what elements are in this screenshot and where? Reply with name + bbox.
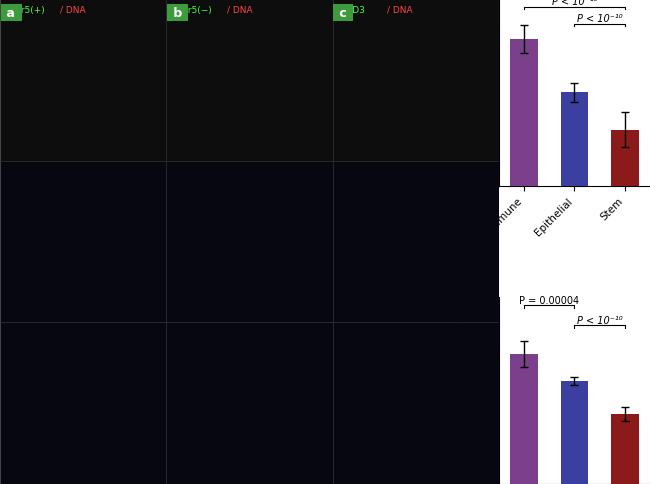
Bar <box>166 0 333 161</box>
Text: Lgr5(+): Lgr5(+) <box>10 6 45 15</box>
Text: e: e <box>436 279 452 292</box>
Bar <box>0 323 166 484</box>
Text: b: b <box>168 7 187 20</box>
Bar <box>611 414 639 484</box>
Text: / DNA: / DNA <box>60 6 86 15</box>
Bar <box>166 161 333 323</box>
Text: / DNA: / DNA <box>227 6 253 15</box>
Text: P < 10⁻¹⁰: P < 10⁻¹⁰ <box>577 15 623 24</box>
Y-axis label: Nanodomain Size (nm): Nanodomain Size (nm) <box>456 30 467 157</box>
Bar <box>510 354 538 484</box>
Text: Lgr5(−): Lgr5(−) <box>177 6 212 15</box>
Text: / DNA: / DNA <box>387 6 412 15</box>
Bar <box>0 0 166 161</box>
Bar <box>333 323 499 484</box>
Text: CD3: CD3 <box>346 6 365 15</box>
Text: P < 10⁻¹⁰: P < 10⁻¹⁰ <box>577 315 623 325</box>
Bar <box>560 381 588 484</box>
Bar <box>333 0 499 161</box>
Text: P = 0.00004: P = 0.00004 <box>519 295 579 305</box>
Bar <box>560 93 588 186</box>
Text: a: a <box>3 7 20 20</box>
Bar <box>0 161 166 323</box>
Bar <box>166 323 333 484</box>
Bar <box>611 130 639 186</box>
Y-axis label: Localization per Nanodomain: Localization per Nanodomain <box>456 310 467 472</box>
Text: c: c <box>335 7 352 20</box>
Bar <box>333 161 499 323</box>
Bar <box>510 40 538 186</box>
Text: P < 10⁻¹⁰: P < 10⁻¹⁰ <box>552 0 597 7</box>
